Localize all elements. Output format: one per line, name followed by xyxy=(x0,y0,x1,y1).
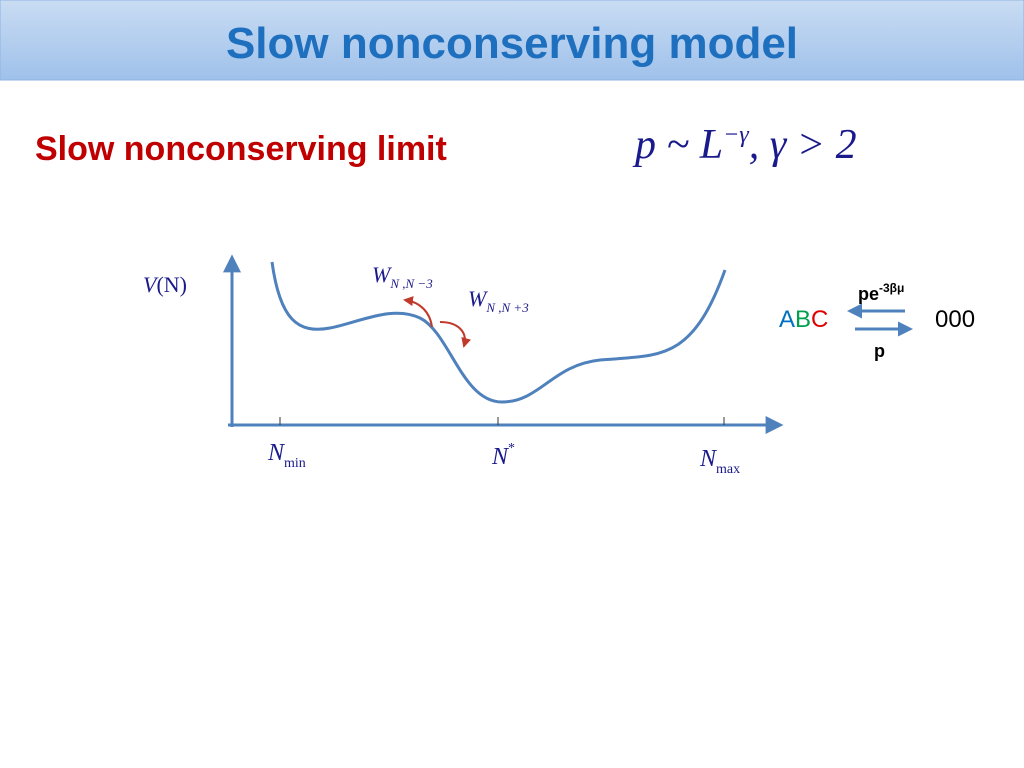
label-base: W xyxy=(468,286,488,311)
x-label: N* xyxy=(491,441,515,470)
rate-sup: -3βμ xyxy=(879,281,904,295)
x-label: Nmax xyxy=(699,446,740,477)
arrow-right xyxy=(439,321,472,348)
formula: p ~ L−γ, γ > 2 xyxy=(632,122,857,168)
letter: A xyxy=(779,306,795,333)
letter: B xyxy=(795,306,811,333)
label-sup: * xyxy=(508,441,515,456)
letter: C xyxy=(811,306,828,333)
formula-lhs: p ~ L xyxy=(632,122,723,168)
reactant: ABC xyxy=(779,306,828,333)
title-bar xyxy=(0,0,1024,81)
backward-rate: p xyxy=(874,341,885,361)
rate-left: WN ,N −3 xyxy=(372,262,433,291)
label-base: W xyxy=(372,262,392,287)
arrow-left xyxy=(403,296,433,328)
label-sub: N ,N +3 xyxy=(485,300,529,315)
slide-title: Slow nonconserving model xyxy=(226,19,798,68)
formula-rest: , γ > 2 xyxy=(749,122,857,168)
label-base: N xyxy=(699,446,718,472)
label-sub: min xyxy=(284,456,306,471)
rate-right: WN ,N +3 xyxy=(468,286,529,315)
forward-rate: pe-3βμ xyxy=(858,281,904,304)
label-sub: N ,N −3 xyxy=(389,276,433,291)
formula-exponent: −γ xyxy=(723,122,749,148)
label-base: N xyxy=(491,444,510,470)
x-label: Nmin xyxy=(267,440,306,471)
product: 000 xyxy=(935,306,975,333)
label-sub: max xyxy=(716,462,740,477)
potential-curve xyxy=(270,261,727,404)
rate-base: pe xyxy=(858,284,879,304)
y-axis-label: V(N) xyxy=(143,272,187,297)
label-arg: (N) xyxy=(156,272,187,297)
subtitle: Slow nonconserving limit xyxy=(35,130,447,168)
label-base: V xyxy=(143,272,159,297)
label-base: N xyxy=(267,440,286,466)
